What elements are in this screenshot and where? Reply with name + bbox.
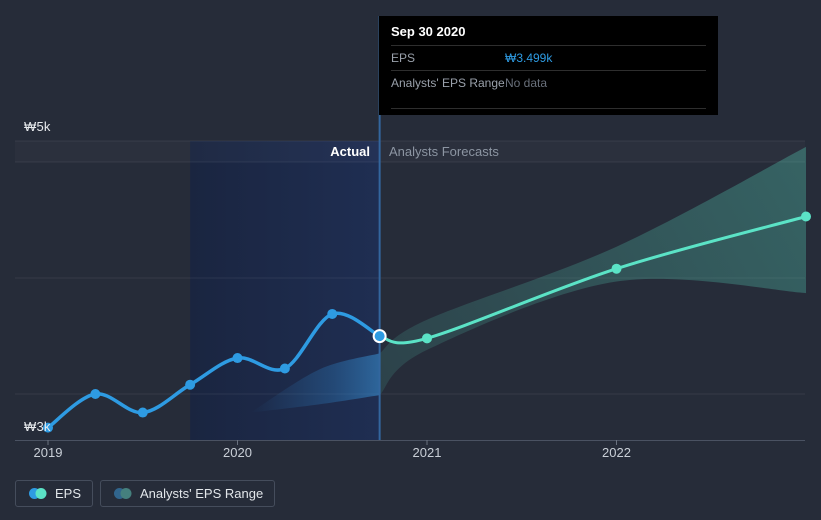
tooltip-divider: [391, 108, 706, 109]
x-axis-label: 2019: [33, 445, 63, 460]
actual-point[interactable]: [185, 379, 196, 390]
tooltip-row-value: ₩3.499k: [505, 51, 553, 65]
legend-eps-button[interactable]: EPS: [15, 480, 94, 507]
range-series-icon: [114, 488, 132, 499]
actual-point[interactable]: [43, 422, 53, 433]
actual-point[interactable]: [279, 363, 290, 374]
legend-range-button[interactable]: Analysts' EPS Range: [100, 480, 276, 507]
actual-point[interactable]: [327, 308, 338, 319]
tooltip-row-label: Analysts' EPS Range: [391, 76, 505, 90]
forecast-point[interactable]: [801, 211, 811, 222]
forecast-range-band: [379, 146, 806, 396]
actual-range-wedge: [250, 353, 380, 413]
forecast-point[interactable]: [611, 263, 622, 274]
x-axis-label: 2022: [602, 445, 631, 460]
x-axis-label: 2021: [412, 445, 442, 460]
actual-zone-label: Actual: [330, 144, 370, 159]
legend-range-label: Analysts' EPS Range: [140, 486, 264, 501]
tooltip-row-label: EPS: [391, 51, 416, 65]
chart-legend: EPS Analysts' EPS Range: [15, 480, 276, 507]
actual-point[interactable]: [232, 353, 243, 364]
legend-eps-label: EPS: [55, 486, 82, 501]
tooltip-date: Sep 30 2020: [391, 24, 706, 46]
x-axis-label: 2020: [223, 445, 252, 460]
y-axis-label-3k: ₩3k: [24, 419, 51, 434]
eps-series-icon: [29, 488, 47, 499]
chart-tooltip: Sep 30 2020 EPS ₩3.499k Analysts' EPS Ra…: [379, 16, 718, 115]
actual-point[interactable]: [90, 389, 101, 399]
y-axis-label-5k: ₩5k: [24, 119, 51, 134]
forecast-zone-label: Analysts Forecasts: [389, 144, 499, 159]
tooltip-row: Analysts' EPS Range No data: [391, 71, 706, 95]
tooltip-row: EPS ₩3.499k: [391, 46, 706, 71]
forecast-point[interactable]: [422, 333, 432, 344]
actual-point[interactable]: [137, 407, 148, 418]
forecast-line: [378, 215, 808, 345]
tooltip-row-value: No data: [505, 76, 548, 90]
selected-point[interactable]: [372, 329, 387, 344]
